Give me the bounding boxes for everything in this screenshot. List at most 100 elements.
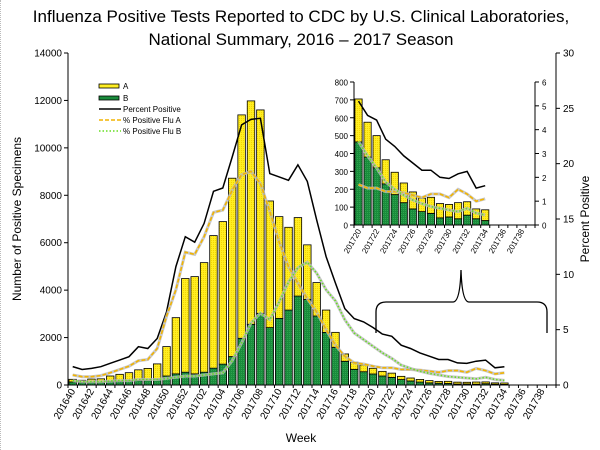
bar-b-201709 xyxy=(265,327,274,386)
legend-label: % Positive Flu B xyxy=(123,127,181,136)
bar-b-201733 xyxy=(472,218,481,226)
bar-b-201725 xyxy=(399,202,408,226)
bar-a-201731 xyxy=(472,381,481,385)
bar-b-201707 xyxy=(246,323,256,386)
bar-b-201721 xyxy=(378,375,387,386)
y2-tick-label: 4 xyxy=(542,126,547,135)
bar-a-201727 xyxy=(434,381,443,384)
y-tick-label: 12000 xyxy=(34,96,62,107)
bar-b-201732 xyxy=(463,214,472,226)
bar-b-201708 xyxy=(256,312,265,386)
bar-a-201701 xyxy=(190,276,199,375)
bar-b-201724 xyxy=(390,194,399,226)
bar-a-201707 xyxy=(246,100,256,325)
y2-tick-label: 1 xyxy=(542,198,547,207)
bar-a-201726 xyxy=(425,380,434,384)
bar-b-201726 xyxy=(408,208,417,226)
bar-a-201721 xyxy=(378,370,387,377)
bar-a-201729 xyxy=(435,203,444,219)
y-tick-label: 0 xyxy=(56,381,62,392)
line-percent-positive xyxy=(72,117,505,371)
bar-a-201708 xyxy=(256,109,265,314)
bar-b-201727 xyxy=(417,211,426,226)
bar-b-201718 xyxy=(350,368,359,386)
bar-a-201729 xyxy=(453,381,462,385)
inset-chart: 0100200300400500600700800012345620172020… xyxy=(335,76,549,255)
bar-b-201719 xyxy=(359,371,368,386)
bar-a-201709 xyxy=(265,200,274,329)
line-shadow-positive-flu-a xyxy=(357,183,486,203)
y2-tick-label: 30 xyxy=(563,49,575,60)
chart-title-line2: National Summary, 2016 – 2017 Season xyxy=(149,30,454,49)
bar-a-201724 xyxy=(390,171,399,196)
y-tick-label: 600 xyxy=(335,114,349,123)
bar-b-201720 xyxy=(368,373,378,386)
bar-a-201712 xyxy=(293,217,303,297)
bar-a-201706 xyxy=(237,114,246,339)
bar-a-201733 xyxy=(490,382,500,385)
y-tick-label: 400 xyxy=(335,150,349,159)
bar-b-201734 xyxy=(481,220,490,226)
bar-b-201722 xyxy=(387,377,396,386)
y-tick-label: 2000 xyxy=(40,333,63,344)
bar-b-201723 xyxy=(396,379,406,386)
y2-tick-label: 3 xyxy=(542,150,547,159)
bar-b-201717 xyxy=(340,360,350,386)
legend-swatch-a xyxy=(98,83,120,89)
bar-b-201714 xyxy=(312,315,321,386)
bar-a-201730 xyxy=(462,381,472,385)
y2-tick-label: 5 xyxy=(563,325,569,336)
legend-label: % Positive Flu A xyxy=(123,116,181,125)
y-tick-label: 8000 xyxy=(40,191,63,202)
x-axis-label: Week xyxy=(286,431,317,445)
chart-title-line1: Influenza Positive Tests Reported to CDC… xyxy=(33,7,569,26)
y-tick-label: 10000 xyxy=(34,143,62,154)
y2-tick-label: 20 xyxy=(563,159,575,170)
y2-tick-label: 0 xyxy=(563,381,569,392)
bar-a-201713 xyxy=(303,244,312,300)
bar-b-201715 xyxy=(321,331,331,386)
bar-a-201732 xyxy=(481,381,490,385)
bar-b-201729 xyxy=(435,217,444,226)
bar-a-201723 xyxy=(396,375,406,380)
y-tick-label: 6000 xyxy=(40,238,63,249)
bar-b-201652 xyxy=(181,371,190,386)
bar-b-201703 xyxy=(209,367,218,386)
y-tick-label: 700 xyxy=(335,96,349,105)
y-tick-label: 14000 xyxy=(34,49,62,60)
bar-a-201734 xyxy=(500,382,509,385)
y2-axis-label: Percent Positive xyxy=(578,175,592,262)
y-tick-label: 4000 xyxy=(40,286,63,297)
bar-a-201705 xyxy=(228,177,237,357)
bar-b-201720 xyxy=(354,141,363,226)
bar-b-201724 xyxy=(406,380,415,386)
bar-b-201710 xyxy=(274,317,284,386)
bar-b-201712 xyxy=(293,295,303,386)
y2-tick-label: 0 xyxy=(542,222,547,231)
bar-b-201731 xyxy=(454,218,463,226)
bar-b-201711 xyxy=(284,309,293,386)
y2-tick-label: 10 xyxy=(563,270,575,281)
line-shadow-positive-flu-b xyxy=(72,260,505,384)
legend-label: A xyxy=(123,82,129,91)
x-tick-label: 201738 xyxy=(505,227,526,255)
y2-tick-label: 5 xyxy=(542,102,547,111)
y-tick-label: 100 xyxy=(335,204,349,213)
bar-a-201703 xyxy=(209,235,218,369)
bar-b-201716 xyxy=(331,346,340,386)
bar-b-201728 xyxy=(426,212,435,226)
y-tick-label: 0 xyxy=(344,222,349,231)
bar-a-201652 xyxy=(181,278,190,373)
bar-a-201650 xyxy=(162,346,171,377)
bar-a-201651 xyxy=(171,317,181,375)
bar-b-201713 xyxy=(303,298,312,386)
bar-a-201710 xyxy=(274,216,284,319)
bar-a-201724 xyxy=(406,377,415,382)
y2-tick-label: 15 xyxy=(563,215,575,226)
bar-b-201722 xyxy=(372,167,381,226)
legend-swatch-b xyxy=(98,95,120,101)
legend-label: Percent Positive xyxy=(123,105,181,114)
y-axis-label: Number of Positive Specimens xyxy=(10,137,24,301)
